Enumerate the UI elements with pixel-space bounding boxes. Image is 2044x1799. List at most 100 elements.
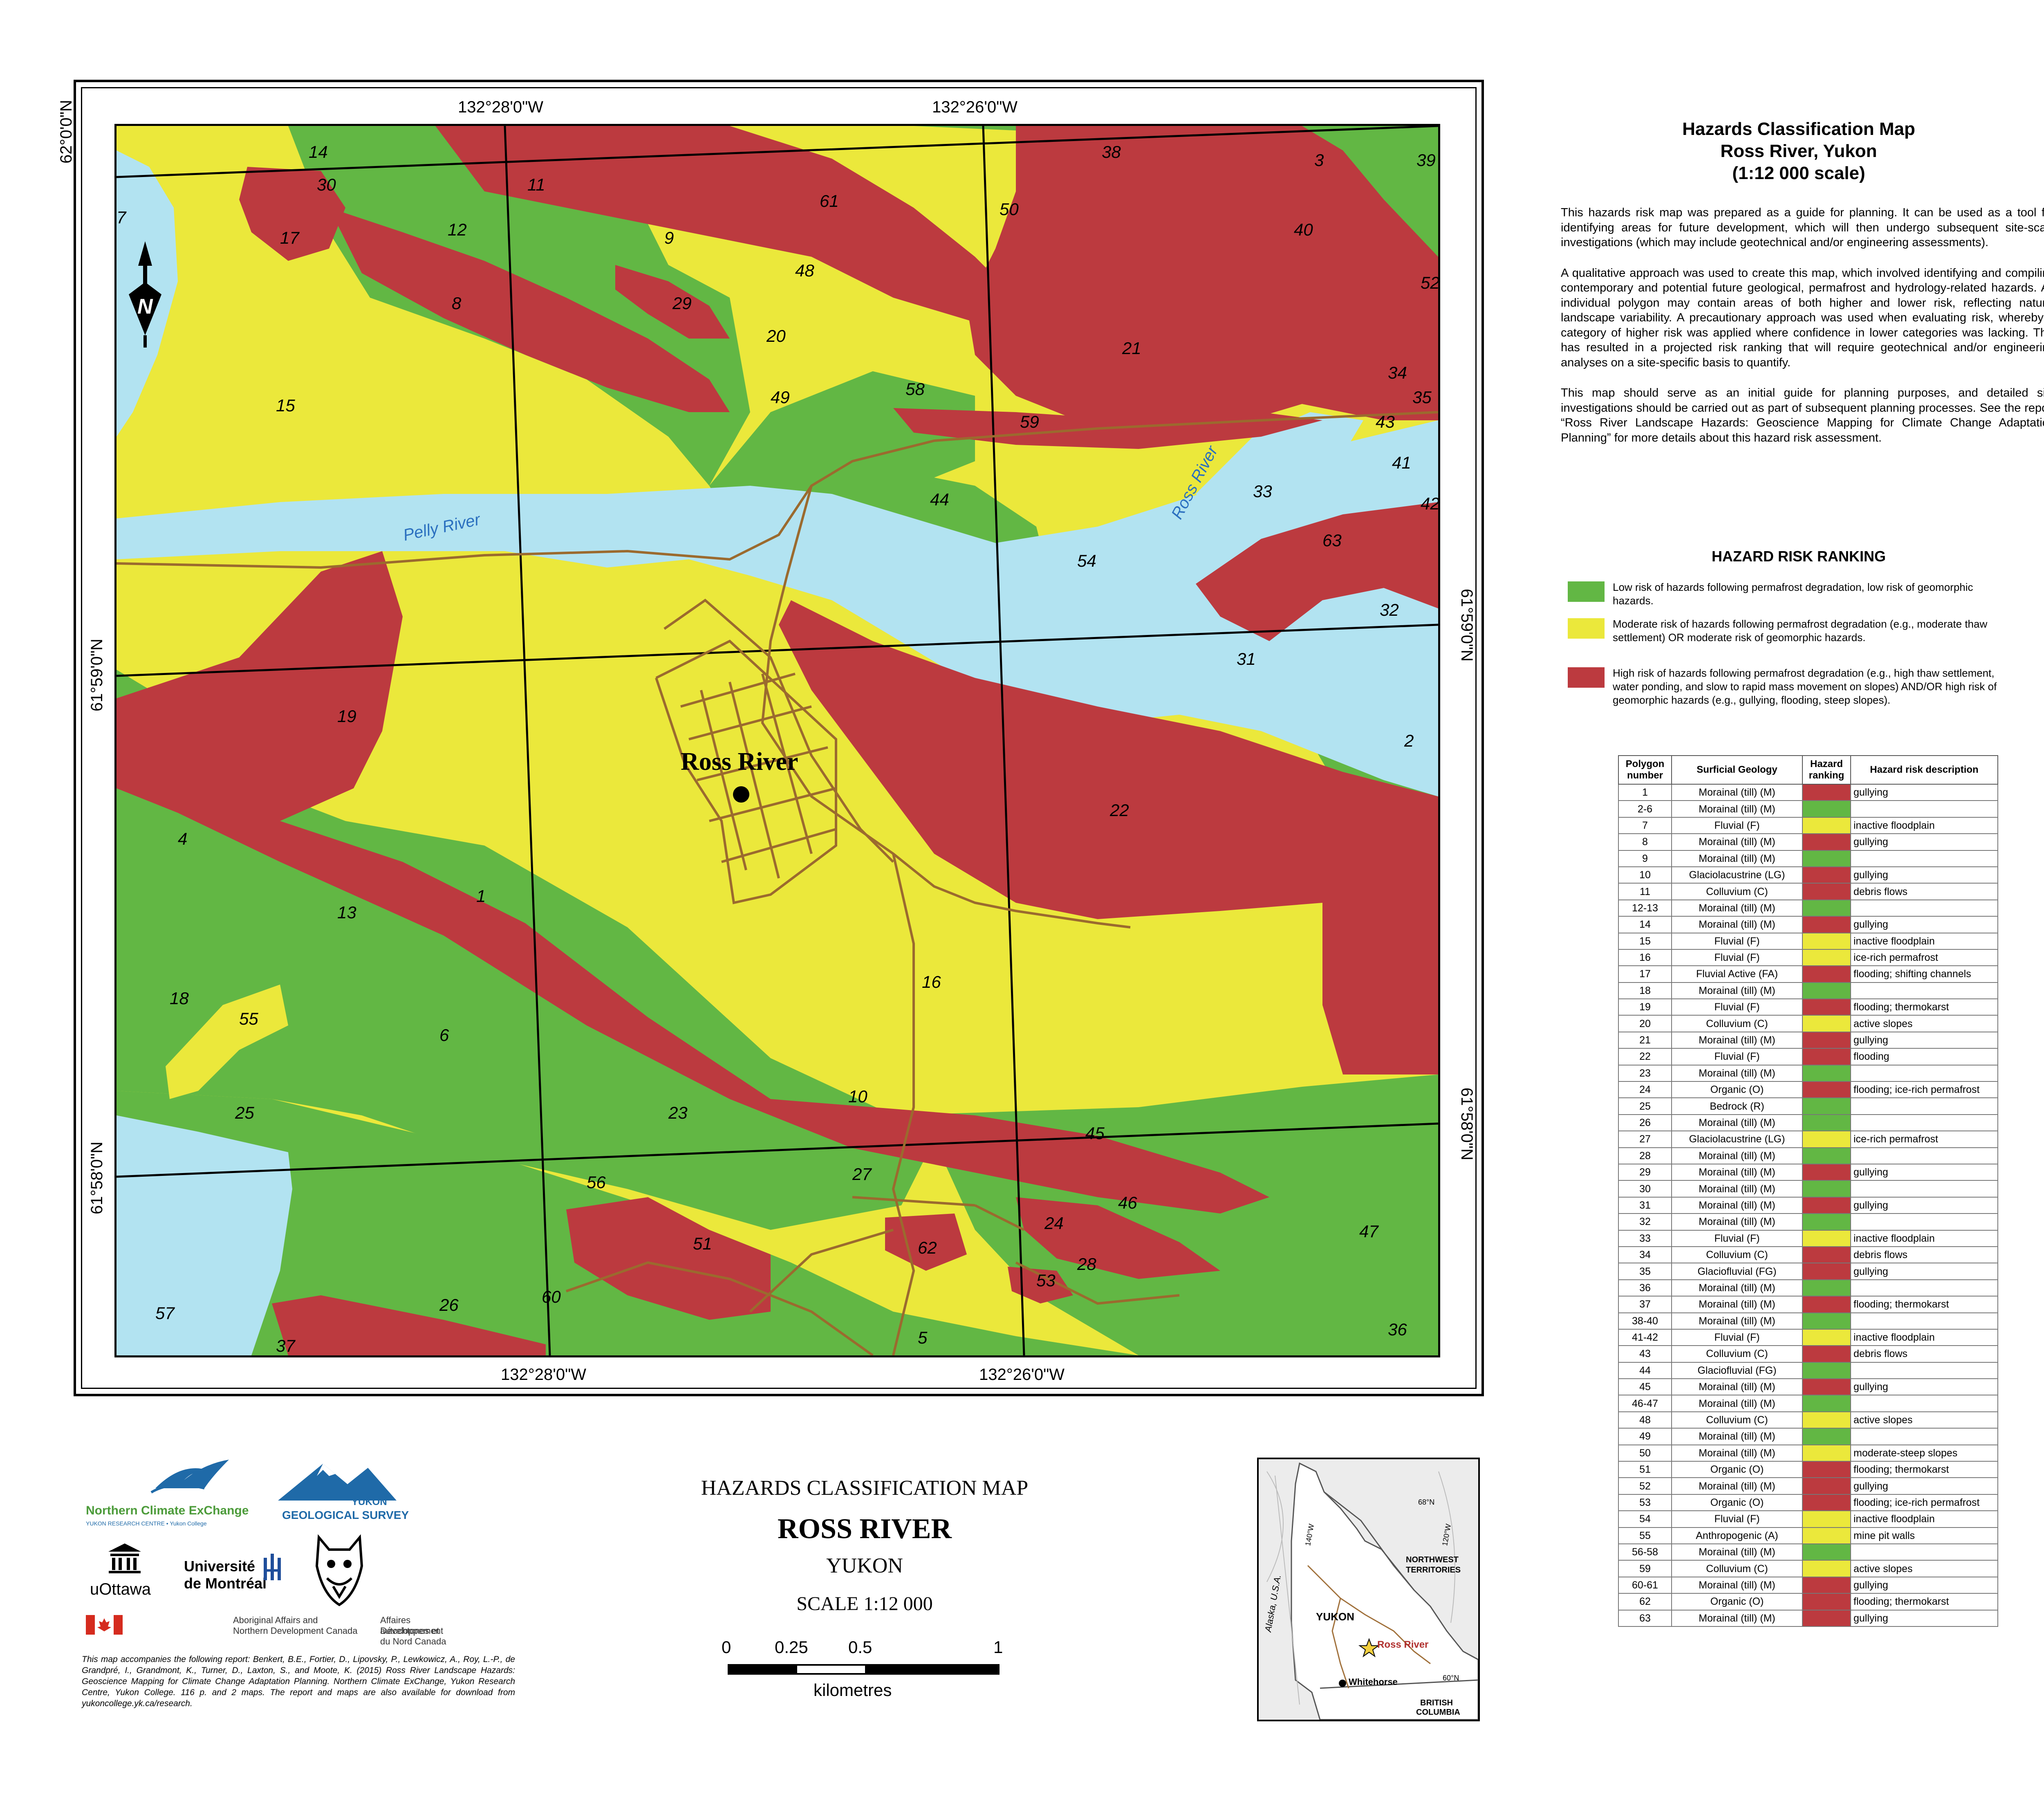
hazard-description: gullying	[1850, 916, 1998, 933]
polygon-label: 62	[918, 1238, 937, 1257]
scale-tick-0: 0	[722, 1637, 731, 1657]
hazard-ranking-cell	[1802, 1312, 1851, 1330]
inset-map-svg	[1259, 1459, 1478, 1720]
polygon-label: 1	[476, 886, 486, 906]
polygon-number: 17	[1618, 965, 1672, 983]
surficial-geology: Morainal (till) (M)	[1671, 833, 1803, 851]
polygon-label: 49	[771, 388, 790, 407]
table-row: 19 Fluvial (F) flooding; thermokarst	[1618, 998, 1998, 1016]
gridline-lat-1	[117, 126, 1438, 178]
table-row: 54 Fluvial (F) inactive floodplain	[1618, 1510, 1998, 1528]
polygon-label: 52	[1421, 273, 1440, 292]
polygon-label: 4	[178, 829, 188, 848]
center-title-2: ROSS RIVER	[778, 1513, 952, 1545]
intro-para-3: This map should serve as an initial guid…	[1561, 386, 2044, 444]
polygon-label: 24	[1044, 1214, 1064, 1233]
hazard-description	[1850, 1180, 1998, 1198]
zone-moderate-55	[166, 985, 288, 1099]
polygon-number: 7	[1618, 817, 1672, 834]
surficial-geology: Morainal (till) (M)	[1671, 1395, 1803, 1412]
hazard-ranking-cell	[1802, 1114, 1851, 1132]
polygon-number: 63	[1618, 1609, 1672, 1627]
hazard-description: gullying	[1850, 1031, 1998, 1049]
table-row: 20 Colluvium (C) active slopes	[1618, 1015, 1998, 1032]
hazard-description: gullying	[1850, 1609, 1998, 1627]
inset-bc-2: COLUMBIA	[1416, 1708, 1460, 1717]
hazard-description: ice-rich permafrost	[1850, 949, 1998, 967]
polygon-number: 41-42	[1618, 1328, 1672, 1346]
hazard-description	[1850, 1114, 1998, 1132]
surficial-geology: Fluvial (F)	[1671, 1048, 1803, 1065]
hazard-ranking-cell	[1802, 1593, 1851, 1611]
gridline-lon-2	[982, 126, 1025, 1355]
panel-title-3: (1:12 000 scale)	[1732, 163, 1865, 183]
hazard-map[interactable]: Ross River Pelly River Ross River 14 30 11…	[114, 124, 1440, 1357]
polygon-number: 18	[1618, 982, 1672, 1000]
center-title-4: SCALE 1:12 000	[796, 1593, 933, 1615]
table-row: 14 Morainal (till) (M) gullying	[1618, 916, 1998, 933]
hazard-description: debris flows	[1850, 883, 1998, 900]
hazard-description: gullying	[1850, 833, 1998, 851]
coord-bottom-1: 132°28'0"W	[501, 1366, 587, 1384]
hazard-ranking-cell	[1802, 1213, 1851, 1231]
zone-high-53	[1008, 1267, 1073, 1303]
hazard-description	[1850, 1362, 1998, 1380]
polygon-number: 2-6	[1618, 800, 1672, 818]
hazard-ranking-cell	[1802, 1362, 1851, 1380]
udem-mark-icon	[264, 1554, 281, 1580]
polygon-label: 25	[235, 1103, 254, 1122]
polygon-label: 19	[337, 707, 356, 726]
hazard-description: flooding; thermokarst	[1850, 1296, 1998, 1313]
polygon-label: 51	[693, 1234, 712, 1253]
legend-swatch-moderate	[1568, 618, 1605, 639]
ygs-mountain-icon	[278, 1464, 397, 1501]
surficial-geology: Morainal (till) (M)	[1671, 1296, 1803, 1313]
polygon-label: 57	[155, 1303, 175, 1323]
surficial-geology: Morainal (till) (M)	[1671, 1378, 1803, 1396]
hazard-ranking-cell	[1802, 1576, 1851, 1594]
hazard-ranking-cell	[1802, 1229, 1851, 1247]
hazard-description	[1850, 899, 1998, 917]
hazard-ranking-cell	[1802, 1246, 1851, 1264]
table-row: 43 Colluvium (C) debris flows	[1618, 1345, 1998, 1363]
polygon-number: 53	[1618, 1494, 1672, 1512]
th-ranking: Hazard ranking	[1802, 755, 1851, 785]
hazard-table-body: 1 Morainal (till) (M) gullying 2-6 Morainal …	[1618, 783, 1998, 1627]
surficial-geology: Fluvial (F)	[1671, 1229, 1803, 1247]
polygon-number: 38-40	[1618, 1312, 1672, 1330]
surficial-geology: Morainal (till) (M)	[1671, 1196, 1803, 1214]
inset-whitehorse-dot	[1339, 1680, 1346, 1687]
polygon-label: 22	[1110, 801, 1129, 820]
surficial-geology: Morainal (till) (M)	[1671, 899, 1803, 917]
polygon-label: 32	[1380, 600, 1399, 619]
table-row: 62 Organic (O) flooding; thermokarst	[1618, 1593, 1998, 1611]
table-row: 45 Morainal (till) (M) gullying	[1618, 1378, 1998, 1396]
hazard-description: active slopes	[1850, 1015, 1998, 1032]
polygon-number: 49	[1618, 1428, 1672, 1445]
surficial-geology: Morainal (till) (M)	[1671, 1279, 1803, 1297]
polygon-label: 54	[1077, 551, 1096, 570]
hazard-ranking-cell	[1802, 1147, 1851, 1164]
hazard-description: gullying	[1850, 866, 1998, 884]
table-row: 15 Fluvial (F) inactive floodplain	[1618, 932, 1998, 950]
table-row: 2-6 Morainal (till) (M)	[1618, 800, 1998, 818]
polygon-label: 18	[170, 989, 189, 1008]
canada-flag-icon	[86, 1615, 123, 1635]
legend-moderate: Moderate risk of hazards following perma…	[1568, 617, 2005, 644]
polygon-label: 20	[766, 326, 786, 345]
report-note: This map accompanies the following repor…	[82, 1655, 515, 1708]
polygon-label: 43	[1376, 412, 1395, 431]
table-row: 1 Morainal (till) (M) gullying	[1618, 783, 1998, 801]
surficial-geology: Morainal (till) (M)	[1671, 1163, 1803, 1181]
hazard-description: flooding	[1850, 1048, 1998, 1065]
aandc-en-2: Northern Development Canada	[233, 1626, 358, 1636]
hazard-ranking-cell	[1802, 817, 1851, 834]
udem-line2: de Montréal	[184, 1575, 267, 1592]
polygon-number: 51	[1618, 1461, 1672, 1478]
nce-sub: YUKON RESEARCH CENTRE • Yukon College	[86, 1520, 207, 1527]
polygon-number: 48	[1618, 1411, 1672, 1429]
zone-high-29	[615, 265, 730, 339]
table-row: 9 Morainal (till) (M)	[1618, 850, 1998, 867]
table-row: 33 Fluvial (F) inactive floodplain	[1618, 1229, 1998, 1247]
polygon-label: 46	[1118, 1193, 1137, 1212]
